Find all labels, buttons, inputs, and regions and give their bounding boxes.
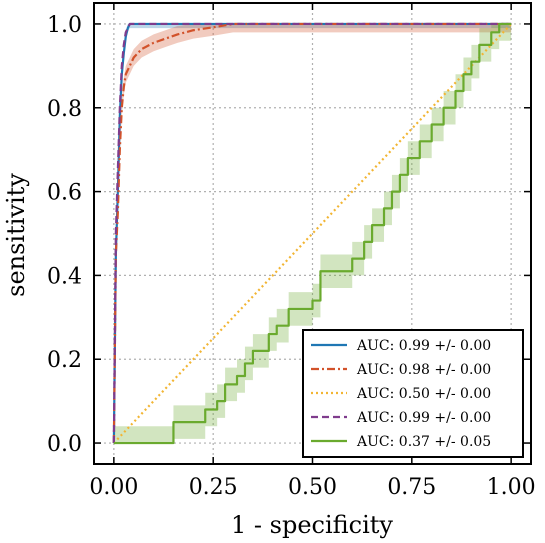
legend-label: AUC: 0.50 +/- 0.00 <box>356 386 491 402</box>
series-5-line <box>113 22 512 445</box>
y-tick-label: 0.2 <box>47 348 82 373</box>
x-tick-label: 0.50 <box>288 475 337 500</box>
x-tick-label: 0.75 <box>387 475 436 500</box>
legend-label: AUC: 0.98 +/- 0.00 <box>356 362 491 378</box>
series-lines <box>112 22 512 445</box>
x-tick-label: 1.00 <box>487 475 536 500</box>
x-tick-label: 0.25 <box>189 475 238 500</box>
legend-label: AUC: 0.99 +/- 0.00 <box>356 338 491 354</box>
x-axis-label: 1 - specificity <box>231 511 393 539</box>
y-tick-label: 0.6 <box>47 181 82 206</box>
y-tick-label: 0.8 <box>47 97 82 122</box>
y-tick-label: 1.0 <box>47 13 82 38</box>
y-tick-label: 0.4 <box>47 264 82 289</box>
y-tick-label: 0.0 <box>47 432 82 457</box>
ticks: 0.00 0.25 0.50 0.75 1.00 0.0 0.2 0.4 0.6 0.8 1.0 <box>47 3 536 500</box>
series-3-line <box>113 23 512 444</box>
grid <box>94 3 531 464</box>
y-axis-label: sensitivity <box>2 173 30 297</box>
series-4-line <box>112 22 512 444</box>
legend-label: AUC: 0.37 +/- 0.05 <box>356 434 491 450</box>
legend-label: AUC: 0.99 +/- 0.00 <box>356 410 491 426</box>
x-tick-label: 0.00 <box>89 475 138 500</box>
legend: AUC: 0.99 +/- 0.00 AUC: 0.98 +/- 0.00 AUC:… <box>302 329 524 458</box>
legend-box <box>302 329 524 458</box>
